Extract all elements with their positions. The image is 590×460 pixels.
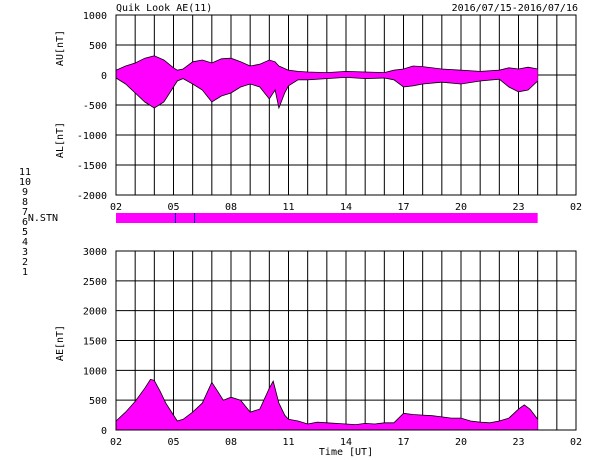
x-axis-label: Time [UT] bbox=[319, 447, 373, 458]
x-tick-label: 08 bbox=[225, 437, 237, 448]
y-tick-label: 1000 bbox=[83, 366, 107, 377]
au-line bbox=[115, 55, 538, 74]
x-tick-label: 20 bbox=[455, 202, 467, 213]
y-axis-label: AE[nT] bbox=[55, 325, 66, 361]
x-tick-label: 23 bbox=[512, 202, 524, 213]
y-tick-label: 1000 bbox=[83, 11, 107, 22]
date-range: 2016/07/15-2016/07/16 bbox=[452, 3, 578, 14]
nstn-label: N.STN bbox=[28, 213, 58, 224]
x-tick-label: 14 bbox=[340, 437, 352, 448]
x-tick-label: 05 bbox=[167, 437, 179, 448]
x-tick-label: 08 bbox=[225, 202, 237, 213]
y-tick-label: -500 bbox=[83, 101, 107, 112]
al-area bbox=[116, 75, 538, 108]
x-tick-label: 23 bbox=[512, 437, 524, 448]
y-axis-label: AL[nT] bbox=[55, 122, 66, 158]
x-tick-label: 02 bbox=[110, 437, 122, 448]
plot-frame bbox=[115, 14, 577, 196]
legend-entry-11: 11 bbox=[19, 167, 31, 178]
x-tick-label: 17 bbox=[397, 437, 409, 448]
y-axis-label: AU[nT] bbox=[55, 30, 66, 66]
y-tick-label: 0 bbox=[101, 71, 107, 82]
legend-entry-3: 3 bbox=[22, 247, 28, 258]
chart-title: Quik Look AE(11) bbox=[116, 3, 212, 14]
legend-entry-1: 1 bbox=[22, 267, 28, 278]
legend-entry-9: 9 bbox=[22, 187, 28, 198]
legend-entry-6: 6 bbox=[22, 217, 28, 228]
y-tick-label: 500 bbox=[89, 396, 107, 407]
ae-line bbox=[115, 378, 539, 426]
x-tick-label: 02 bbox=[570, 437, 582, 448]
x-tick-label: 02 bbox=[110, 202, 122, 213]
x-tick-label: 05 bbox=[167, 202, 179, 213]
x-tick-label: 14 bbox=[340, 202, 352, 213]
y-tick-label: -2000 bbox=[77, 191, 107, 202]
legend-entry-8: 8 bbox=[22, 197, 28, 208]
legend-entry-5: 5 bbox=[22, 227, 28, 238]
legend-entry-7: 7 bbox=[22, 207, 28, 218]
al-line bbox=[115, 76, 538, 110]
y-tick-label: 1500 bbox=[83, 337, 107, 348]
station-count-bar bbox=[116, 213, 538, 223]
plot-frame bbox=[115, 250, 577, 431]
y-tick-label: -1500 bbox=[77, 161, 107, 172]
legend-entry-10: 10 bbox=[19, 177, 31, 188]
x-tick-label: 17 bbox=[397, 202, 409, 213]
au-area bbox=[116, 55, 538, 75]
y-tick-label: 0 bbox=[101, 426, 107, 437]
y-tick-label: 500 bbox=[89, 41, 107, 52]
y-tick-label: 2000 bbox=[83, 307, 107, 318]
x-tick-label: 11 bbox=[282, 437, 294, 448]
station-bar bbox=[116, 213, 538, 223]
legend-entry-4: 4 bbox=[22, 237, 28, 248]
y-tick-label: -1000 bbox=[77, 131, 107, 142]
legend-entry-2: 2 bbox=[22, 257, 28, 268]
ae-area bbox=[116, 379, 538, 430]
x-tick-label: 02 bbox=[570, 202, 582, 213]
x-tick-label: 11 bbox=[282, 202, 294, 213]
x-tick-label: 20 bbox=[455, 437, 467, 448]
y-tick-label: 2500 bbox=[83, 277, 107, 288]
y-tick-label: 3000 bbox=[83, 247, 107, 258]
